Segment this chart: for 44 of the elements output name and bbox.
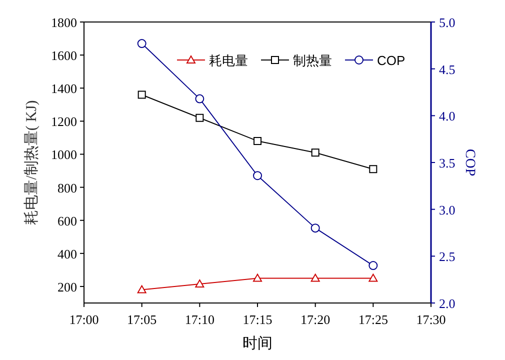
- point: [368, 274, 378, 282]
- point: [195, 94, 204, 104]
- y-tick-label: 1000: [51, 147, 77, 162]
- y-tick-label: 200: [58, 279, 77, 294]
- y-tick-label: 1400: [51, 81, 77, 96]
- point: [195, 279, 204, 288]
- y2-tick-label: 3.5: [439, 156, 456, 170]
- y2-axis-title: COP: [462, 148, 477, 176]
- y-tick-label: 600: [58, 213, 77, 228]
- y-tick-label: 1600: [51, 48, 77, 64]
- point: [368, 261, 378, 270]
- x-tick-label: 17:05: [127, 312, 157, 327]
- x-tick-label: 17:30: [416, 312, 446, 327]
- x-tick-label: 17:25: [358, 312, 388, 327]
- x-tick-label: 17:10: [184, 312, 214, 327]
- y-tick-label: 1800: [51, 15, 77, 30]
- x-tick-label: 17:00: [69, 312, 99, 327]
- y-axis-title: 耗电量/制热量( KJ): [23, 100, 40, 225]
- point: [253, 274, 262, 282]
- legend-label: 制热量: [293, 53, 332, 68]
- legend-label: 耗电量: [209, 53, 248, 68]
- x-tick-label: 17:15: [242, 312, 272, 327]
- point: [310, 274, 320, 282]
- point: [138, 90, 146, 99]
- x-axis-title: 时间: [242, 335, 272, 352]
- y2-tick-label: 2.0: [439, 296, 456, 311]
- y2-tick-label: 2.5: [439, 249, 456, 264]
- y2-tick-label: 4.0: [439, 108, 456, 124]
- y-tick-label: 400: [58, 246, 77, 262]
- y2-tick-label: 3.0: [439, 202, 456, 218]
- legend-label: COP: [377, 53, 406, 68]
- point: [137, 285, 146, 294]
- point: [254, 137, 262, 146]
- y-tick-label: 800: [58, 180, 77, 196]
- point: [311, 148, 320, 157]
- point: [369, 165, 378, 174]
- point: [310, 224, 320, 233]
- point: [196, 114, 204, 122]
- point: [253, 171, 262, 180]
- y2-tick-label: 5.0: [439, 15, 456, 30]
- y2-tick-label: 4.5: [439, 62, 456, 77]
- y-tick-label: 1200: [51, 114, 77, 130]
- x-tick-label: 17:20: [300, 312, 330, 327]
- point: [137, 39, 146, 48]
